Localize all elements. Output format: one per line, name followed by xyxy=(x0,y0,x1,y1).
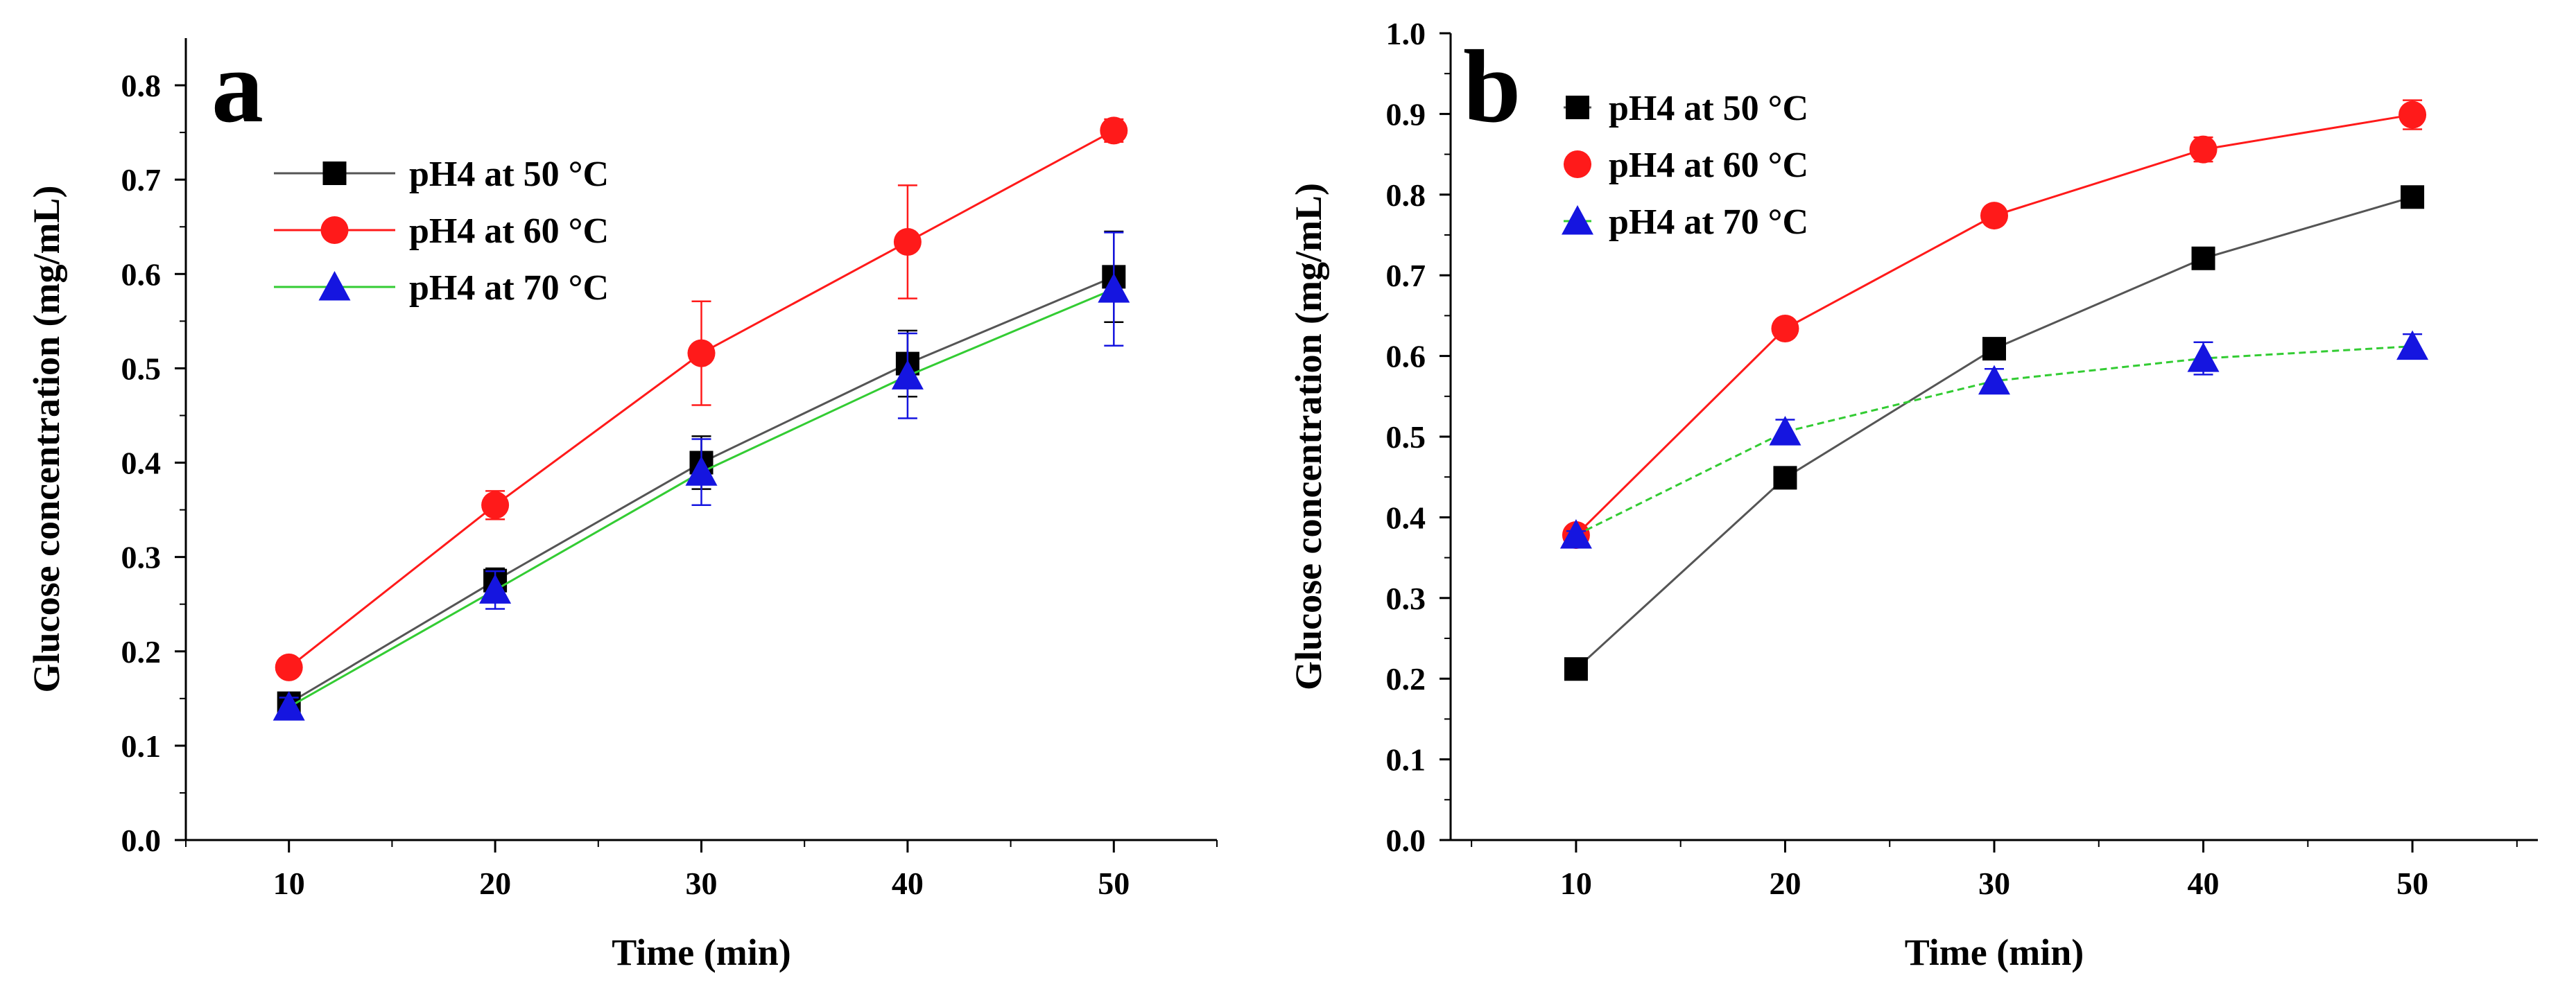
y-tick-label: 0.6 xyxy=(121,256,162,292)
y-axis-title: Glucose concentration (mg/mL) xyxy=(1288,183,1329,690)
panel-letter: b xyxy=(1463,29,1521,144)
y-tick-label: 0.6 xyxy=(1386,339,1426,374)
data-point xyxy=(2398,101,2427,129)
data-point xyxy=(1771,315,1799,343)
legend-item: pH4 at 60 °C xyxy=(1564,146,1808,185)
data-point xyxy=(1564,657,1588,681)
x-tick-label: 40 xyxy=(892,866,924,901)
data-point xyxy=(479,574,512,604)
legend-label: pH4 at 60 °C xyxy=(409,211,609,251)
data-point xyxy=(1769,416,1801,446)
data-point xyxy=(1100,116,1128,145)
y-tick-label: 0.3 xyxy=(1386,581,1426,616)
y-tick-label: 0.1 xyxy=(121,728,162,764)
y-tick-label: 0.0 xyxy=(121,823,162,858)
legend-item: pH4 at 70 °C xyxy=(1562,202,1808,242)
y-tick-label: 0.0 xyxy=(1386,823,1426,858)
legend-label: pH4 at 50 °C xyxy=(1609,89,1808,128)
legend-item: pH4 at 60 °C xyxy=(274,211,609,251)
y-tick-label: 0.8 xyxy=(121,68,162,103)
legend-label: pH4 at 60 °C xyxy=(1609,146,1808,185)
y-tick-label: 0.5 xyxy=(121,351,162,386)
legend-marker xyxy=(1562,205,1593,235)
data-point xyxy=(2191,246,2215,270)
series-1 xyxy=(1564,185,2425,681)
data-point xyxy=(687,339,716,367)
data-point xyxy=(2189,135,2218,164)
data-point xyxy=(1978,365,2010,395)
x-axis-title: Time (min) xyxy=(612,932,790,973)
y-tick-label: 0.7 xyxy=(1386,258,1426,293)
y-tick-label: 0.2 xyxy=(1386,661,1426,697)
y-tick-label: 0.3 xyxy=(121,540,162,575)
legend-marker xyxy=(1564,150,1591,178)
legend-marker xyxy=(322,161,347,185)
x-tick-label: 20 xyxy=(1769,866,1801,901)
legend-item: pH4 at 50 °C xyxy=(1564,89,1808,128)
x-tick-label: 20 xyxy=(479,866,511,901)
data-point xyxy=(2396,330,2429,360)
data-point xyxy=(685,456,718,486)
legend-label: pH4 at 70 °C xyxy=(409,268,609,308)
data-point xyxy=(2187,342,2220,372)
data-point xyxy=(891,360,924,390)
data-point xyxy=(1980,202,2008,230)
y-tick-label: 0.8 xyxy=(1386,177,1426,213)
data-point xyxy=(275,653,303,681)
y-tick-label: 1.0 xyxy=(1386,16,1426,51)
series-3 xyxy=(273,231,1130,721)
series-2 xyxy=(275,116,1128,681)
data-point xyxy=(481,491,510,519)
legend-marker xyxy=(320,216,349,244)
legend-item: pH4 at 70 °C xyxy=(274,268,609,308)
data-point xyxy=(1098,273,1130,303)
data-point xyxy=(1559,519,1592,549)
x-tick-label: 10 xyxy=(273,866,305,901)
y-tick-label: 0.4 xyxy=(121,446,162,481)
x-axis-title: Time (min) xyxy=(1905,932,2084,973)
data-point xyxy=(1982,337,2006,361)
y-tick-label: 0.2 xyxy=(121,634,162,670)
x-tick-label: 50 xyxy=(1098,866,1130,901)
y-tick-label: 0.9 xyxy=(1386,96,1426,132)
panel-b: 0.0 0.1 0.2 0.3 0.4 0.5 0.6 0.7 0.8 0.9 1.0 10 20 30 4… xyxy=(1288,16,2538,973)
y-tick-label: 0.5 xyxy=(1386,419,1426,455)
legend-marker xyxy=(1566,96,1589,119)
series-3 xyxy=(1559,330,2429,549)
panel-letter: a xyxy=(211,29,263,144)
legend-marker xyxy=(318,271,351,301)
x-tick-label: 30 xyxy=(1978,866,2010,901)
series-2 xyxy=(1562,99,2427,550)
x-tick-label: 40 xyxy=(2188,866,2220,901)
y-axis-title: Glucose concentration (mg/mL) xyxy=(26,186,67,693)
data-point xyxy=(2401,185,2425,209)
y-tick-label: 0.7 xyxy=(121,162,162,198)
x-tick-label: 30 xyxy=(686,866,718,901)
data-point xyxy=(893,228,922,256)
series-line xyxy=(1575,195,2413,670)
y-tick-label: 0.4 xyxy=(1386,500,1426,535)
legend-item: pH4 at 50 °C xyxy=(274,155,609,194)
legend-label: pH4 at 70 °C xyxy=(1609,202,1808,242)
y-tick-label: 0.1 xyxy=(1386,742,1426,778)
panel-a: 0.0 0.1 0.2 0.3 0.4 0.5 0.6 0.7 0.8 10 20 30 40 50 Tim… xyxy=(26,29,1218,973)
legend-label: pH4 at 50 °C xyxy=(409,155,609,194)
x-tick-label: 10 xyxy=(1560,866,1592,901)
x-tick-label: 50 xyxy=(2396,866,2428,901)
data-point xyxy=(273,691,305,721)
data-point xyxy=(1773,466,1797,490)
